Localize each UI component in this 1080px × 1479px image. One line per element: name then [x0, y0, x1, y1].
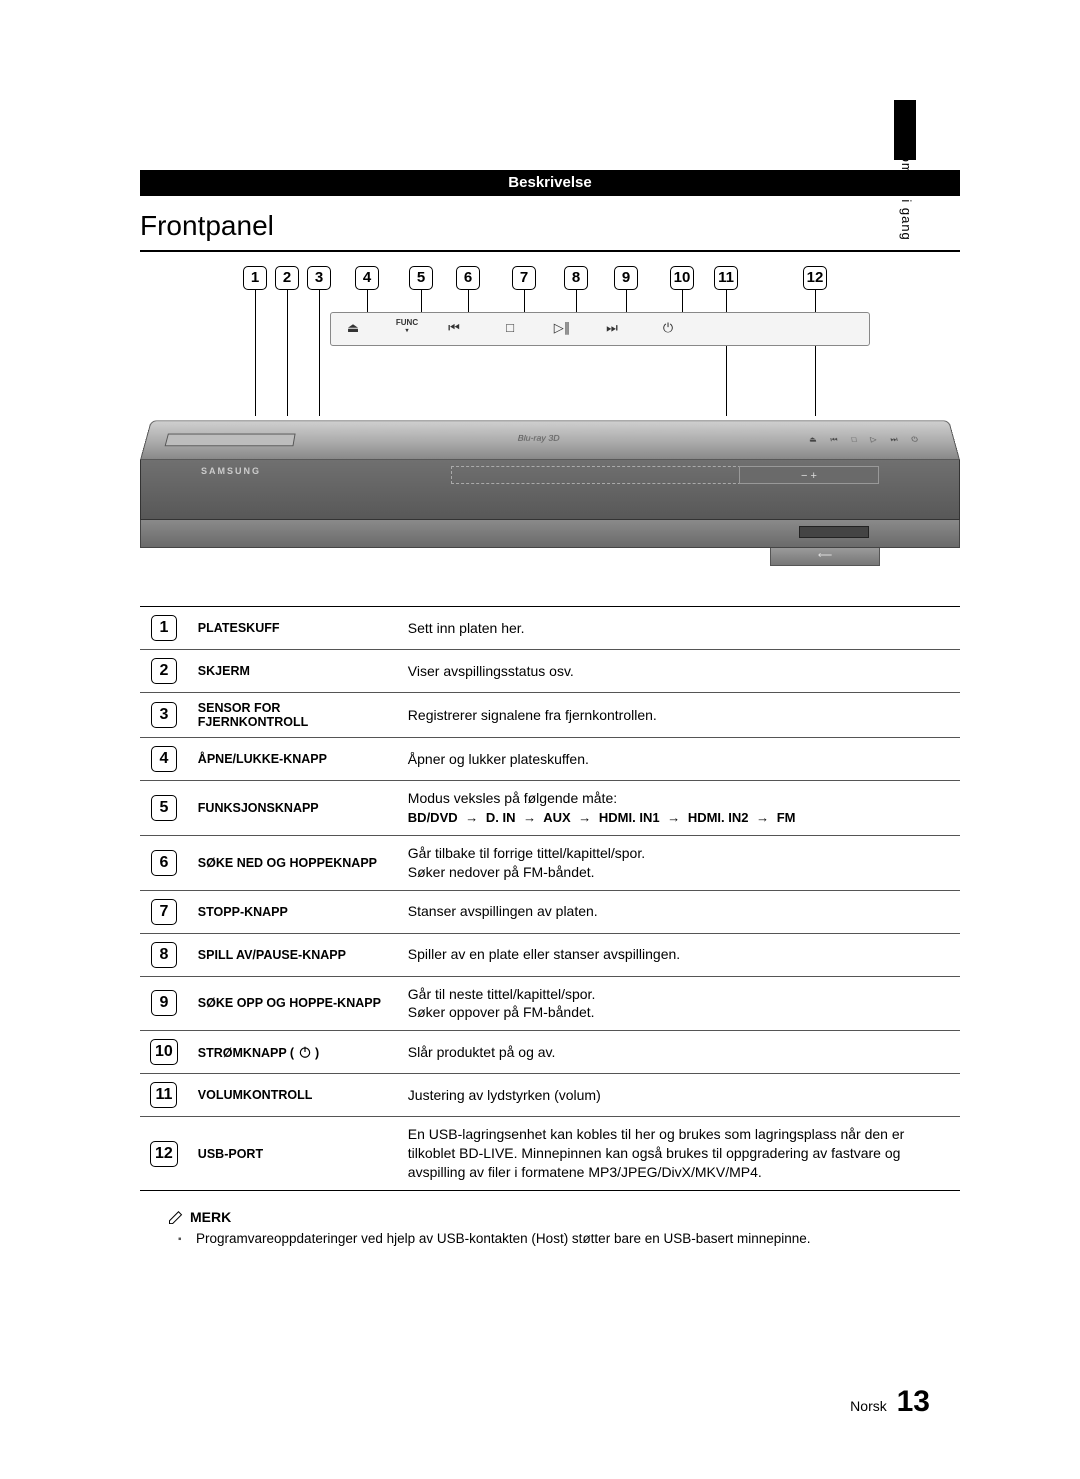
callout-4: 4: [352, 266, 382, 312]
callout-5: 5: [406, 266, 436, 312]
row-number: 10: [140, 1031, 188, 1074]
page-footer: Norsk 13: [850, 1385, 930, 1419]
strip-icon: □: [506, 320, 514, 335]
table-row: 8SPILL AV/PAUSE-KNAPPSpiller av en plate…: [140, 933, 960, 976]
row-label: STOPP-KNAPP: [188, 890, 398, 933]
row-number: 12: [140, 1117, 188, 1191]
table-row: 3SENSOR FOR FJERNKONTROLLRegistrerer sig…: [140, 693, 960, 738]
table-row: 6SØKE NED OG HOPPEKNAPPGår tilbake til f…: [140, 835, 960, 890]
strip-icon: FUNC▾: [396, 318, 418, 334]
display-window: [451, 466, 751, 484]
callout-2: 2: [272, 266, 302, 416]
note-icon: [168, 1210, 186, 1224]
table-row: 1PLATESKUFFSett inn platen her.: [140, 607, 960, 650]
brand-logo: SAMSUNG: [201, 466, 261, 476]
row-number: 11: [140, 1074, 188, 1117]
callout-1: 1: [240, 266, 270, 416]
device-illustration: Blu-ray 3D ⏏ ⏮ □ ▷ ⏭ ⏻ SAMSUNG − + ⟵: [140, 416, 960, 546]
table-row: 2SKJERMViser avspillingsstatus osv.: [140, 650, 960, 693]
row-label: SKJERM: [188, 650, 398, 693]
callout-9: 9: [611, 266, 641, 312]
row-number: 2: [140, 650, 188, 693]
row-number: 4: [140, 738, 188, 781]
table-row: 10STRØMKNAPP ( )Slår produktet på og av.: [140, 1031, 960, 1074]
row-description: En USB-lagringsenhet kan kobles til her …: [398, 1117, 960, 1191]
table-row: 4ÅPNE/LUKKE-KNAPPÅpner og lukker platesk…: [140, 738, 960, 781]
table-row: 7STOPP-KNAPPStanser avspillingen av plat…: [140, 890, 960, 933]
row-description: Modus veksles på følgende måte:BD/DVD → …: [398, 781, 960, 836]
row-label: USB-PORT: [188, 1117, 398, 1191]
strip-icon: ⏭: [606, 320, 618, 336]
note-body: Programvareoppdateringer ved hjelp av US…: [196, 1231, 960, 1246]
button-icon-strip: ⏏ FUNC▾ ⏮ □ ▷∥ ⏭ ⏻: [330, 312, 870, 346]
footer-language: Norsk: [850, 1398, 887, 1414]
row-number: 1: [140, 607, 188, 650]
row-description: Justering av lydstyrken (volum): [398, 1074, 960, 1117]
callout-10: 10: [667, 266, 697, 312]
row-number: 9: [140, 976, 188, 1031]
table-row: 9SØKE OPP OG HOPPE-KNAPPGår til neste ti…: [140, 976, 960, 1031]
parts-table: 1PLATESKUFFSett inn platen her.2SKJERMVi…: [140, 606, 960, 1191]
table-row: 12USB-PORTEn USB-lagringsenhet kan koble…: [140, 1117, 960, 1191]
usb-door: ⟵: [770, 548, 880, 566]
callout-8: 8: [561, 266, 591, 312]
table-row: 5FUNKSJONSKNAPPModus veksles på følgende…: [140, 781, 960, 836]
row-label: SØKE NED OG HOPPEKNAPP: [188, 835, 398, 890]
row-number: 3: [140, 693, 188, 738]
row-description: Åpner og lukker plateskuffen.: [398, 738, 960, 781]
row-number: 6: [140, 835, 188, 890]
row-label: SØKE OPP OG HOPPE-KNAPP: [188, 976, 398, 1031]
heading-rule: [140, 250, 960, 252]
section-bar: Beskrivelse: [140, 170, 960, 196]
disc-tray: [165, 434, 296, 447]
row-number: 5: [140, 781, 188, 836]
row-number: 8: [140, 933, 188, 976]
top-panel-icons: ⏏ ⏮ □ ▷ ⏭ ⏻: [808, 435, 925, 444]
page-heading: Frontpanel: [140, 210, 960, 242]
row-description: Sett inn platen her.: [398, 607, 960, 650]
row-label: SENSOR FOR FJERNKONTROLL: [188, 693, 398, 738]
note-heading: MERK: [168, 1209, 960, 1225]
row-label: FUNKSJONSKNAPP: [188, 781, 398, 836]
strip-icon: ⏻: [663, 320, 673, 336]
strip-icon: ⏮: [448, 320, 460, 336]
chapter-number: 01: [899, 110, 914, 126]
strip-icon: ⏏: [347, 320, 359, 336]
footer-page-number: 13: [897, 1385, 930, 1418]
row-number: 7: [140, 890, 188, 933]
table-row: 11VOLUMKONTROLLJustering av lydstyrken (…: [140, 1074, 960, 1117]
row-description: Går til neste tittel/kapittel/spor.Søker…: [398, 976, 960, 1031]
row-description: Registrerer signalene fra fjernkontrolle…: [398, 693, 960, 738]
chapter-title: Komme i gang: [899, 145, 914, 241]
row-description: Går tilbake til forrige tittel/kapittel/…: [398, 835, 960, 890]
row-label: STRØMKNAPP ( ): [188, 1031, 398, 1074]
front-panel-diagram: 123456789101112 ⏏FUNC▾⏮□▷∥⏭⏻ Blu-ray 3D …: [140, 266, 960, 586]
callout-6: 6: [453, 266, 483, 312]
usb-port-slot: [799, 526, 869, 538]
callout-7: 7: [509, 266, 539, 312]
row-label: ÅPNE/LUKKE-KNAPP: [188, 738, 398, 781]
bluray-3d-logo: Blu-ray 3D: [518, 434, 560, 443]
strip-icon: ▷∥: [554, 320, 571, 336]
row-description: Spiller av en plate eller stanser avspil…: [398, 933, 960, 976]
volume-control: − +: [739, 466, 879, 484]
row-label: SPILL AV/PAUSE-KNAPP: [188, 933, 398, 976]
row-description: Slår produktet på og av.: [398, 1031, 960, 1074]
row-label: VOLUMKONTROLL: [188, 1074, 398, 1117]
row-label: PLATESKUFF: [188, 607, 398, 650]
row-description: Stanser avspillingen av platen.: [398, 890, 960, 933]
row-description: Viser avspillingsstatus osv.: [398, 650, 960, 693]
